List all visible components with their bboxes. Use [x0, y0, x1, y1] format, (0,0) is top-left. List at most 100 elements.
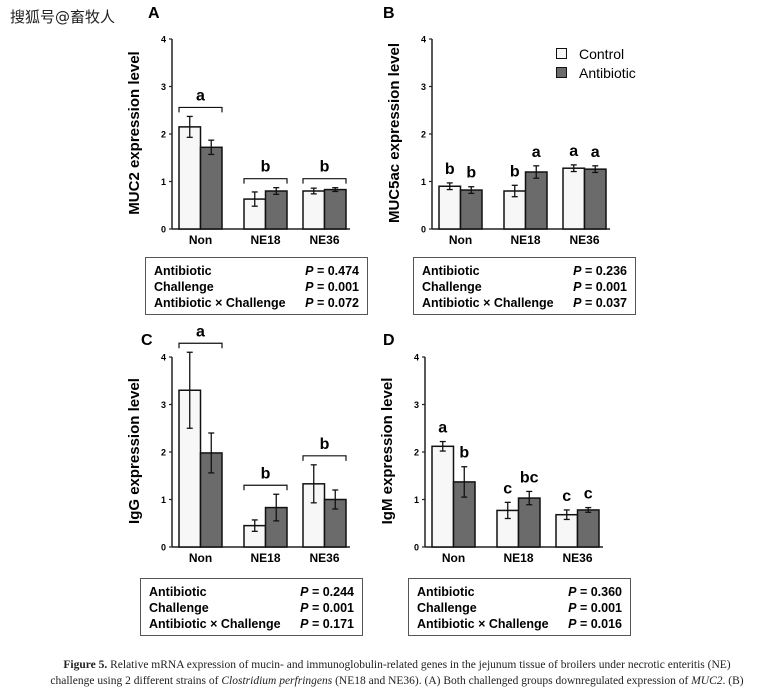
significance-bracket — [243, 484, 288, 491]
caption-text: (NE18 and NE36). (A) Both challenged gro… — [332, 675, 692, 687]
y-tick-label: 3 — [421, 82, 426, 92]
bar-control — [438, 185, 462, 230]
stats-row: Antibiotic P = 0.236 — [422, 263, 627, 279]
stats-p-value: P = 0.001 — [300, 601, 354, 615]
stats-row: Antibiotic × Challenge P = 0.171 — [149, 616, 354, 632]
y-tick-label: 0 — [414, 543, 419, 553]
panel-label-a: A — [148, 5, 160, 22]
stats-box-d: Antibiotic P = 0.360 Challenge P = 0.001 Ant… — [408, 578, 631, 636]
stats-factor: Antibiotic — [417, 585, 475, 599]
x-tick-label: NE18 — [250, 233, 280, 247]
legend: Control Antibiotic — [556, 44, 636, 82]
chart-panel-c: 0 1 2 3 4 IgG expression level Non NE18 NE36 a b b — [126, 323, 350, 565]
y-tick-label: 2 — [161, 448, 166, 458]
stats-p-value: P = 0.037 — [573, 296, 627, 310]
x-tick-label: NE36 — [309, 551, 339, 565]
legend-item-control: Control — [556, 44, 636, 63]
significance-letter: b — [320, 159, 330, 176]
bar-control — [562, 167, 586, 230]
y-tick-label: 1 — [161, 495, 166, 505]
bar-antibiotic — [576, 509, 600, 548]
figure-caption: Figure 5. Relative mRNA expression of mu… — [22, 657, 772, 689]
significance-letter: a — [569, 143, 578, 160]
bar-antibiotic — [517, 497, 541, 548]
caption-text: challenge using 2 different strains of — [50, 675, 222, 687]
bar-antibiotic — [264, 190, 288, 230]
x-tick-label: NE18 — [250, 551, 280, 565]
significance-letter: a — [591, 144, 600, 161]
x-tick-label: Non — [449, 233, 472, 247]
bar-control — [302, 190, 326, 230]
x-tick-label: NE36 — [569, 233, 599, 247]
bar-control — [431, 445, 455, 548]
legend-item-antibiotic: Antibiotic — [556, 63, 636, 82]
stats-p-value: P = 0.001 — [305, 280, 359, 294]
significance-letter: b — [261, 465, 271, 482]
significance-letter: a — [438, 420, 447, 437]
stats-factor: Challenge — [154, 280, 214, 294]
stats-factor: Antibiotic × Challenge — [422, 296, 554, 310]
stats-row: Antibiotic P = 0.244 — [149, 584, 354, 600]
x-tick-label: NE36 — [562, 551, 592, 565]
significance-letter: c — [562, 488, 571, 505]
bar-antibiotic — [199, 146, 223, 230]
y-tick-label: 0 — [161, 543, 166, 553]
stats-factor: Antibiotic × Challenge — [417, 617, 549, 631]
x-tick-label: NE18 — [503, 551, 533, 565]
legend-swatch-antibiotic — [556, 67, 567, 78]
stats-p-value: P = 0.001 — [568, 601, 622, 615]
legend-label: Antibiotic — [579, 64, 636, 81]
stats-row: Antibiotic × Challenge P = 0.016 — [417, 616, 622, 632]
caption-text: . (B) — [722, 675, 744, 687]
significance-letter: b — [459, 445, 469, 462]
y-axis-label: MUC2 expression level — [126, 51, 143, 214]
significance-letter: a — [196, 323, 205, 340]
stats-factor: Antibiotic × Challenge — [154, 296, 286, 310]
significance-bracket — [243, 178, 288, 184]
y-tick-label: 4 — [161, 35, 166, 45]
caption-species: Clostridium perfringens — [221, 675, 333, 687]
legend-swatch-control — [556, 48, 567, 59]
significance-letter: b — [445, 161, 455, 178]
significance-bracket — [302, 178, 347, 184]
caption-text: Relative mRNA expression of mucin- and i… — [110, 659, 731, 671]
y-tick-label: 2 — [161, 130, 166, 140]
stats-p-value: P = 0.360 — [568, 585, 622, 599]
y-tick-label: 1 — [414, 495, 419, 505]
stats-row: Antibiotic × Challenge P = 0.037 — [422, 295, 627, 311]
legend-label: Control — [579, 45, 625, 62]
significance-letter: b — [510, 163, 520, 180]
stats-row: Challenge P = 0.001 — [149, 600, 354, 616]
y-tick-label: 4 — [421, 35, 426, 45]
stats-p-value: P = 0.001 — [573, 280, 627, 294]
stats-row: Challenge P = 0.001 — [417, 600, 622, 616]
caption-label: Figure 5. — [63, 659, 108, 671]
stats-factor: Antibiotic × Challenge — [149, 617, 281, 631]
x-tick-label: Non — [189, 233, 212, 247]
x-tick-label: NE18 — [510, 233, 540, 247]
stats-row: Challenge P = 0.001 — [422, 279, 627, 295]
significance-letter: b — [261, 159, 271, 176]
significance-letter: bc — [520, 469, 539, 486]
bar-antibiotic — [524, 171, 548, 230]
watermark: 搜狐号@畜牧人 — [10, 8, 116, 26]
y-axis-label: MUC5ac expression level — [386, 43, 403, 223]
panel-label-b: B — [383, 5, 395, 22]
y-tick-label: 3 — [161, 400, 166, 410]
significance-letter: a — [196, 87, 205, 104]
y-tick-label: 2 — [421, 130, 426, 140]
stats-row: Challenge P = 0.001 — [154, 279, 359, 295]
y-tick-label: 0 — [421, 225, 426, 235]
x-tick-label: Non — [189, 551, 212, 565]
stats-row: Antibiotic × Challenge P = 0.072 — [154, 295, 359, 311]
stats-box-b: Antibiotic P = 0.236 Challenge P = 0.001 Ant… — [413, 257, 636, 315]
stats-box-c: Antibiotic P = 0.244 Challenge P = 0.001 Ant… — [140, 578, 363, 636]
significance-letter: a — [532, 144, 541, 161]
significance-bracket — [302, 455, 347, 461]
significance-letter: b — [466, 165, 476, 182]
y-axis-label: IgG expression level — [126, 378, 143, 524]
stats-p-value: P = 0.236 — [573, 264, 627, 278]
stats-p-value: P = 0.072 — [305, 296, 359, 310]
